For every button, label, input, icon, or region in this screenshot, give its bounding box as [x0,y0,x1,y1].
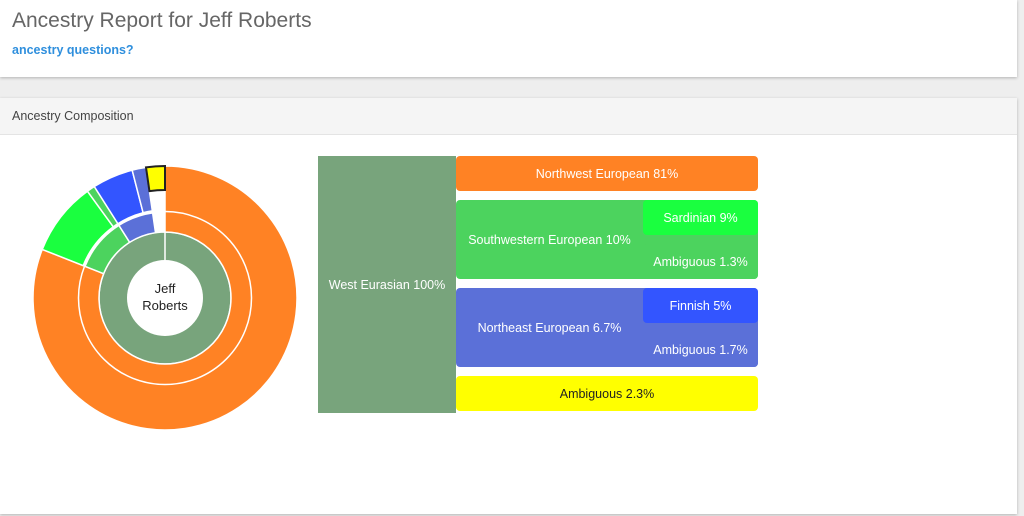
block-west-eurasian-100[interactable]: West Eurasian 100% [318,156,456,413]
donut-center-last-name: Roberts [142,298,188,313]
panel-header: Ancestry Composition [0,98,1017,135]
page-title: Ancestry Report for Jeff Roberts [12,9,312,32]
block-northeast-european-6-7-ambiguous-1-7[interactable]: Ambiguous 1.7% [643,332,758,367]
ancestry-questions-link[interactable]: ancestry questions? [12,43,134,57]
block-label-southwestern-european-10: Southwestern European 10% [468,232,631,247]
donut-outer-ambiguous-2-3[interactable] [144,164,166,193]
block-southwestern-european-10-sardinian-9[interactable]: Sardinian 9% [643,200,758,235]
panel-title: Ancestry Composition [12,109,134,123]
donut-outer-northwest-european-81[interactable] [32,165,298,430]
ancestry-donut-chart: Jeff Roberts [32,164,298,430]
donut-ring-separator [77,210,253,386]
block-southwestern-european-10-ambiguous-1-3[interactable]: Ambiguous 1.3% [643,244,758,279]
block-northwest-european-81[interactable]: Northwest European 81% [456,156,758,191]
block-ambiguous-2-3[interactable]: Ambiguous 2.3% [456,376,758,411]
block-label-northeast-european-6-7: Northeast European 6.7% [477,320,622,335]
report-header-card: Ancestry Report for Jeff Roberts ancestr… [0,0,1017,77]
donut-center-first-name: Jeff [155,281,176,296]
donut-center [127,260,203,336]
ancestry-composition-card: Ancestry Composition Jeff Roberts West E… [0,98,1017,514]
block-northeast-european-6-7-finnish-5[interactable]: Finnish 5% [643,288,758,323]
